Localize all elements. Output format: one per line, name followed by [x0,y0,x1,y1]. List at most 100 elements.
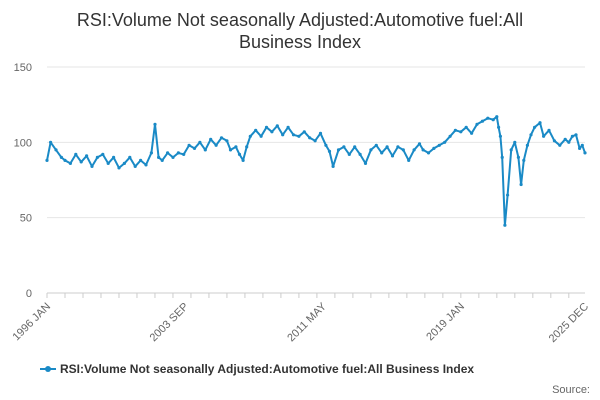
data-point[interactable] [459,130,463,134]
data-point[interactable] [374,143,378,147]
data-point[interactable] [313,139,317,143]
data-point[interactable] [578,146,582,150]
data-point[interactable] [90,164,94,168]
data-point[interactable] [363,161,368,165]
data-point[interactable] [567,140,571,144]
data-point[interactable] [331,164,335,168]
data-point[interactable] [144,163,148,167]
data-point[interactable] [421,148,425,152]
data-point[interactable] [228,148,233,152]
data-point[interactable] [270,130,274,134]
data-point[interactable] [385,145,389,149]
data-point[interactable] [563,137,567,141]
data-point[interactable] [245,145,249,149]
data-point[interactable] [85,154,89,158]
data-point[interactable] [153,122,157,126]
data-point[interactable] [506,193,510,197]
data-point[interactable] [139,158,143,162]
data-point[interactable] [302,130,306,134]
data-point[interactable] [426,151,431,155]
data-point[interactable] [401,148,405,152]
data-point[interactable] [475,122,479,126]
data-point[interactable] [259,134,263,138]
data-point[interactable] [464,125,468,129]
data-point[interactable] [128,155,132,159]
data-point[interactable] [176,151,180,155]
data-point[interactable] [74,152,78,156]
data-point[interactable] [558,143,562,147]
data-point[interactable] [45,158,49,162]
data-point[interactable] [407,158,411,162]
data-point[interactable] [59,155,64,159]
data-point[interactable] [509,148,513,152]
data-point[interactable] [336,148,341,152]
data-point[interactable] [498,134,502,138]
data-point[interactable] [112,155,116,159]
data-point[interactable] [353,145,357,149]
data-point[interactable] [214,143,218,147]
data-point[interactable] [297,134,301,138]
data-point[interactable] [198,140,202,144]
data-point[interactable] [369,148,373,152]
data-point[interactable] [538,121,542,125]
data-point[interactable] [396,145,400,149]
data-point[interactable] [219,136,224,140]
data-point[interactable] [327,149,332,153]
data-point[interactable] [187,143,191,147]
data-point[interactable] [133,164,137,168]
data-point[interactable] [417,142,422,146]
data-point[interactable] [583,151,587,155]
data-point[interactable] [209,137,213,141]
data-point[interactable] [522,158,526,162]
data-point[interactable] [160,158,164,162]
data-point[interactable] [432,146,436,150]
data-point[interactable] [497,125,501,129]
data-point[interactable] [281,133,285,137]
data-point[interactable] [570,134,575,138]
data-point[interactable] [166,151,170,155]
data-point[interactable] [68,161,72,165]
data-point[interactable] [286,125,290,129]
data-point[interactable] [574,133,578,137]
data-point[interactable] [533,125,537,129]
data-point[interactable] [486,116,490,120]
data-point[interactable] [171,155,175,159]
data-point[interactable] [203,148,207,152]
data-point[interactable] [437,143,441,147]
data-point[interactable] [49,140,53,144]
data-point[interactable] [448,134,452,138]
data-point[interactable] [547,128,551,132]
data-point[interactable] [241,158,245,162]
data-point[interactable] [324,143,328,147]
data-point[interactable] [500,155,504,159]
data-point[interactable] [254,128,258,132]
data-point[interactable] [182,152,186,156]
data-point[interactable] [412,148,416,152]
data-point[interactable] [122,161,126,165]
data-point[interactable] [117,166,121,170]
data-point[interactable] [552,139,557,143]
data-point[interactable] [192,146,197,150]
data-point[interactable] [308,136,312,140]
data-point[interactable] [63,158,67,162]
data-point[interactable] [264,125,269,129]
data-point[interactable] [347,152,351,156]
data-point[interactable] [519,182,523,187]
data-point[interactable] [358,152,362,156]
data-point[interactable] [101,152,105,156]
data-point[interactable] [513,140,517,144]
data-point[interactable] [480,119,484,123]
legend[interactable]: RSI:Volume Not seasonally Adjusted:Autom… [40,362,474,376]
data-point[interactable] [237,152,242,156]
data-point[interactable] [248,134,252,138]
data-point[interactable] [149,151,153,155]
data-point[interactable] [318,131,323,135]
data-point[interactable] [54,148,58,152]
data-point[interactable] [453,128,457,132]
data-point[interactable] [503,223,507,227]
data-point[interactable] [580,143,584,147]
data-point[interactable] [491,118,495,122]
data-point[interactable] [225,139,229,143]
data-point[interactable] [275,124,279,128]
data-point[interactable] [390,154,395,158]
